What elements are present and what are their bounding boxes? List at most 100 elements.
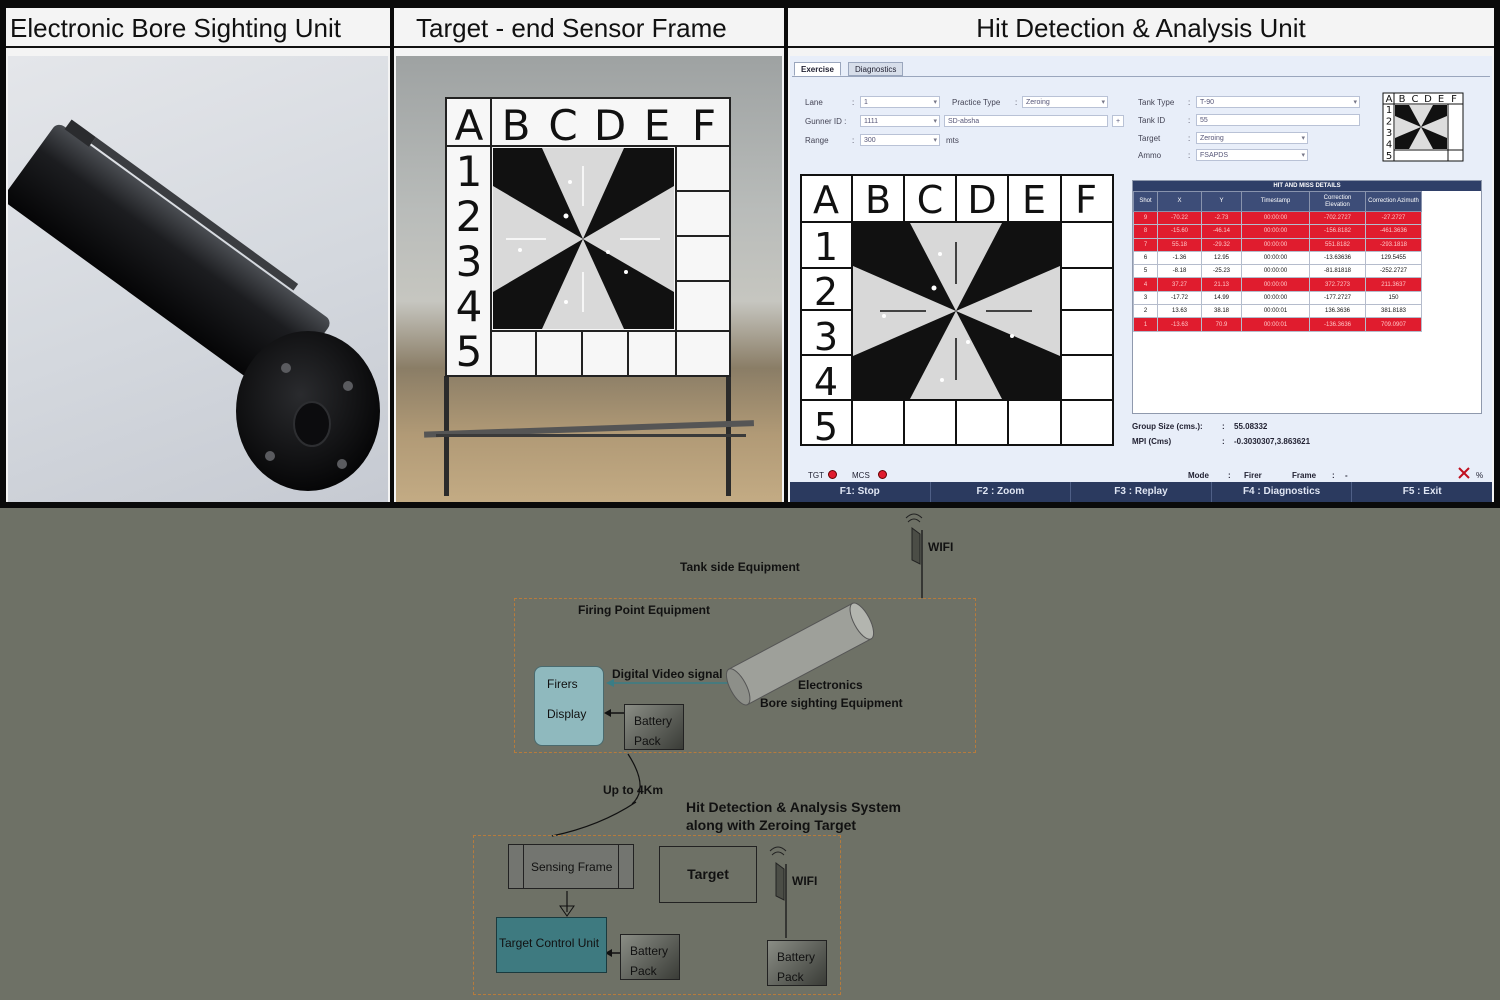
group-size-label: Group Size (cms.): <box>1132 422 1203 431</box>
sensing-frame-divider-right <box>618 845 619 888</box>
table-row[interactable]: 8 -15.60 -46.14 00:00:00 -156.8182 -461.3636 <box>1133 224 1422 239</box>
table-cell: -177.2727 <box>1309 290 1366 306</box>
table-cell: -46.14 <box>1201 224 1242 239</box>
table-cell: 00:00:00 <box>1241 250 1310 266</box>
target-control-unit-label: Target Control Unit <box>499 936 600 950</box>
col-shot: Shot <box>1133 191 1158 212</box>
firing-point-battery: Battery Pack <box>624 704 684 750</box>
frame-colon: : <box>1332 471 1335 480</box>
target-row-number: 4 <box>814 360 838 404</box>
table-cell: 4 <box>1133 277 1158 292</box>
target-column-letter: D <box>594 101 626 150</box>
table-row[interactable]: 7 55.18 -29.32 00:00:00 551.8182 -293.1818 <box>1133 237 1422 252</box>
mpi-value: -0.3030307,3.863621 <box>1234 437 1311 446</box>
practice-type-select[interactable]: Zeroing <box>1022 96 1108 108</box>
tank-id-field[interactable]: 55 <box>1196 114 1360 126</box>
table-row[interactable]: 5 -8.18 -25.23 00:00:00 -81.81818 -252.2727 <box>1133 264 1422 279</box>
sensing-frame-label: Sensing Frame <box>531 860 613 874</box>
table-cell: 2 <box>1133 304 1158 319</box>
battery-label-1: Battery <box>630 944 669 958</box>
table-cell: 14.99 <box>1201 290 1242 306</box>
f1-stop-button[interactable]: F1: Stop <box>839 486 880 497</box>
table-cell: 381.8183 <box>1365 304 1422 319</box>
practice-type-label: Practice Type <box>952 98 1001 107</box>
target-row-number: 2 <box>1386 117 1392 128</box>
target-row-number: 3 <box>1386 128 1392 139</box>
sensing-frame-divider-left <box>523 845 524 888</box>
table-cell: -81.81818 <box>1309 264 1366 279</box>
table-cell: 9 <box>1133 210 1158 226</box>
lane-label: Lane <box>805 98 823 107</box>
tab-divider <box>792 76 1490 77</box>
col-correction-elevation: Correction Elevation <box>1309 191 1366 212</box>
range-label: Range <box>805 136 829 145</box>
hit-system-label-2: along with Zeroing Target <box>686 817 857 833</box>
lane-select[interactable]: 1 <box>860 96 940 108</box>
target-box: Target <box>659 846 757 903</box>
range-select[interactable]: 300 <box>860 134 940 146</box>
target-column-letter: B <box>1399 94 1406 105</box>
table-row[interactable]: 2 13.63 38.18 00:00:01 136.3636 381.8183 <box>1133 304 1422 319</box>
hit-miss-table-panel: HIT AND MISS DETAILS Shot X Y Timestamp … <box>1132 180 1482 414</box>
tgt-label: TGT <box>808 471 824 480</box>
mcs-label: MCS <box>852 471 870 480</box>
table-row[interactable]: 4 37.27 21.13 00:00:00 372.7273 211.3637 <box>1133 277 1422 292</box>
target-row-number: 5 <box>456 327 483 376</box>
table-row[interactable]: 9 -70.22 -2.73 00:00:00 -702.2727 -27.2727 <box>1133 210 1422 226</box>
table-cell: 3 <box>1133 290 1158 306</box>
bore-sighting-device-illustration <box>8 119 380 491</box>
table-row[interactable]: 1 -13.63 70.9 00:00:01 -136.3636 709.0907 <box>1133 317 1422 332</box>
f3-replay-button[interactable]: F3 : Replay <box>1070 482 1211 502</box>
lane-colon: : <box>852 98 855 107</box>
target-row-number: 2 <box>814 270 838 314</box>
tab-exercise[interactable]: Exercise <box>794 62 841 76</box>
f5-exit-button[interactable]: F5 : Exit <box>1351 482 1492 502</box>
target-control-battery: Battery Pack <box>620 934 680 980</box>
table-row[interactable]: 6 -1.36 12.95 00:00:00 -13.63636 129.5455 <box>1133 250 1422 266</box>
table-cell: 13.63 <box>1157 304 1202 319</box>
target-select[interactable]: Zeroing <box>1196 132 1308 144</box>
table-cell: 136.3636 <box>1309 304 1366 319</box>
digital-video-label: Digital Video signal <box>612 667 723 681</box>
add-gunner-button[interactable]: + <box>1112 115 1124 127</box>
table-cell: -461.3636 <box>1365 224 1422 239</box>
tab-diagnostics[interactable]: Diagnostics <box>848 62 904 76</box>
col-x: X <box>1157 191 1202 212</box>
table-cell: -25.23 <box>1201 264 1242 279</box>
table-cell: 00:00:00 <box>1241 224 1310 239</box>
target-column-letter: E <box>1438 94 1444 105</box>
table-cell: 00:00:00 <box>1241 210 1310 226</box>
table-cell: 372.7273 <box>1309 277 1366 292</box>
target-column-letter: C <box>548 101 577 150</box>
target-control-unit-box: Target Control Unit <box>496 917 607 973</box>
f4-diagnostics-button[interactable]: F4 : Diagnostics <box>1210 482 1352 502</box>
table-cell: -29.32 <box>1201 237 1242 252</box>
table-cell: -13.63636 <box>1309 250 1366 266</box>
gunner-name-field[interactable]: SD-absha <box>944 115 1108 127</box>
target-row-number: 1 <box>1386 105 1392 116</box>
table-cell: 5 <box>1133 264 1158 279</box>
table-row[interactable]: 3 -17.72 14.99 00:00:00 -177.2727 150 <box>1133 290 1422 306</box>
table-cell: 38.18 <box>1201 304 1242 319</box>
target-row-number: 3 <box>814 315 838 359</box>
electronics-label: Electronics <box>798 678 863 692</box>
f2-zoom-button[interactable]: F2 : Zoom <box>929 482 1071 502</box>
firing-point-box <box>514 598 976 753</box>
table-cell: -70.22 <box>1157 210 1202 226</box>
ammo-select[interactable]: FSAPDS <box>1196 149 1308 161</box>
table-cell: 551.8182 <box>1309 237 1366 252</box>
gunner-id-select[interactable]: 1111 <box>860 115 940 127</box>
table-cell: 00:00:00 <box>1241 264 1310 279</box>
tank-type-select[interactable]: T-90 <box>1196 96 1360 108</box>
hit-system-label-1: Hit Detection & Analysis System <box>686 799 901 815</box>
bore-sighting-title: Electronic Bore Sighting Unit <box>6 8 390 48</box>
frame-error-icon[interactable] <box>1458 466 1470 479</box>
mode-colon: : <box>1228 471 1231 480</box>
table-cell: -156.8182 <box>1309 224 1366 239</box>
function-key-bar: F1: Stop F2 : Zoom F3 : Replay F4 : Diag… <box>790 482 1492 502</box>
